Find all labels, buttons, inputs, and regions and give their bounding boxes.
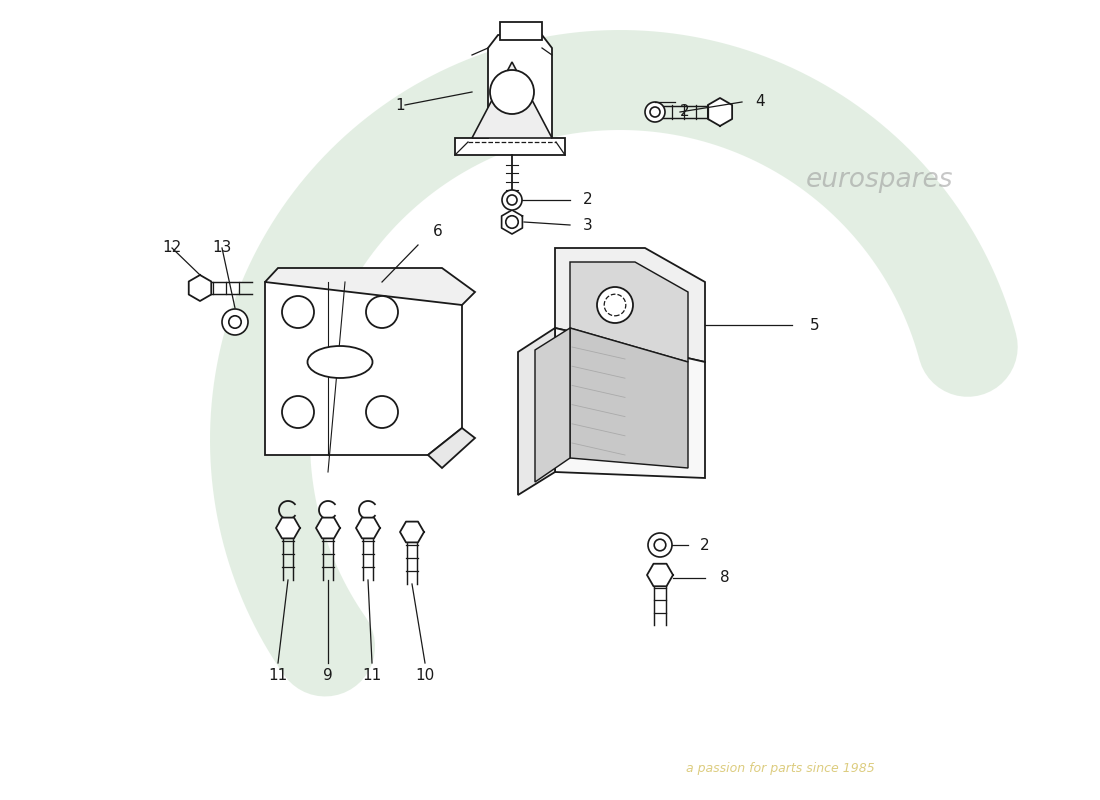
Polygon shape <box>708 98 733 126</box>
Polygon shape <box>265 282 462 455</box>
Circle shape <box>648 533 672 557</box>
Circle shape <box>366 296 398 328</box>
Polygon shape <box>570 328 688 468</box>
Polygon shape <box>472 62 552 138</box>
Polygon shape <box>276 518 300 538</box>
Text: 8: 8 <box>720 570 729 586</box>
Polygon shape <box>535 328 570 482</box>
Circle shape <box>282 396 314 428</box>
Circle shape <box>654 539 666 551</box>
Text: eurospares: eurospares <box>806 167 954 193</box>
Polygon shape <box>265 268 475 305</box>
Text: 11: 11 <box>362 667 382 682</box>
Text: a passion for parts since 1985: a passion for parts since 1985 <box>685 762 874 775</box>
Text: 2: 2 <box>583 193 593 207</box>
Polygon shape <box>502 210 522 234</box>
Polygon shape <box>189 275 211 301</box>
Circle shape <box>597 287 632 323</box>
Text: 6: 6 <box>433 225 443 239</box>
Text: 1: 1 <box>395 98 405 113</box>
Circle shape <box>282 296 314 328</box>
Polygon shape <box>518 328 556 495</box>
Text: 5: 5 <box>811 318 819 333</box>
Ellipse shape <box>308 346 373 378</box>
Circle shape <box>506 216 518 228</box>
Circle shape <box>366 396 398 428</box>
Polygon shape <box>647 564 673 586</box>
Circle shape <box>502 190 522 210</box>
Text: 11: 11 <box>268 667 287 682</box>
Text: 2: 2 <box>701 538 710 553</box>
Text: 4: 4 <box>756 94 764 110</box>
Text: 9: 9 <box>323 667 333 682</box>
Polygon shape <box>570 262 688 362</box>
Circle shape <box>507 195 517 205</box>
Circle shape <box>222 309 248 335</box>
Polygon shape <box>556 248 705 362</box>
Polygon shape <box>455 35 565 155</box>
Text: 10: 10 <box>416 667 434 682</box>
Text: 3: 3 <box>583 218 593 233</box>
Circle shape <box>650 107 660 117</box>
Polygon shape <box>356 518 380 538</box>
Text: 12: 12 <box>163 241 182 255</box>
Circle shape <box>645 102 665 122</box>
Polygon shape <box>556 328 705 478</box>
Circle shape <box>229 316 241 328</box>
Polygon shape <box>428 428 475 468</box>
Polygon shape <box>400 522 424 542</box>
Text: 2: 2 <box>680 105 690 119</box>
Text: 13: 13 <box>212 241 232 255</box>
Circle shape <box>604 294 626 316</box>
Polygon shape <box>316 518 340 538</box>
Circle shape <box>490 70 534 114</box>
Polygon shape <box>500 22 542 40</box>
